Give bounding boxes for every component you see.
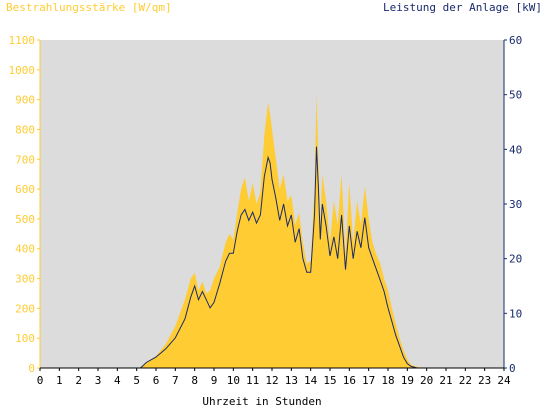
right-axis-ticks: 0 10 20 30 40 50 60 (504, 34, 522, 375)
left-tick-label: 900 (15, 94, 35, 107)
left-tick-label: 200 (15, 302, 35, 315)
left-tick-label: 700 (15, 153, 35, 166)
x-tick-label: 3 (95, 374, 102, 387)
x-tick-label: 6 (153, 374, 160, 387)
x-tick-label: 10 (227, 374, 240, 387)
x-tick-label: 17 (362, 374, 375, 387)
x-tick-label: 19 (401, 374, 414, 387)
left-tick-label: 800 (15, 123, 35, 136)
right-tick-label: 50 (509, 89, 522, 102)
x-tick-label: 8 (191, 374, 198, 387)
x-axis-label: Uhrzeit in Stunden (202, 395, 321, 408)
left-tick-label: 300 (15, 273, 35, 286)
x-tick-label: 9 (211, 374, 218, 387)
left-tick-label: 400 (15, 243, 35, 256)
left-tick-label: 100 (15, 332, 35, 345)
left-tick-label: 1100 (9, 34, 36, 47)
left-tick-label: 1000 (9, 64, 36, 77)
x-tick-label: 7 (172, 374, 179, 387)
right-tick-label: 20 (509, 253, 522, 266)
right-tick-label: 0 (509, 362, 516, 375)
x-tick-label: 15 (323, 374, 336, 387)
irradiance-area (40, 93, 504, 368)
x-tick-label: 21 (439, 374, 452, 387)
right-tick-label: 60 (509, 34, 522, 47)
power-line (40, 146, 504, 369)
x-tick-label: 5 (133, 374, 140, 387)
left-axis-title: Bestrahlungsstärke [W/qm] (6, 1, 172, 14)
right-tick-label: 40 (509, 143, 522, 156)
x-tick-label: 23 (478, 374, 491, 387)
x-axis-ticks: 0 1 2 3 4 5 6 7 8 9 10 11 12 13 14 15 16 17 18 19 20 21 22 23 24 (37, 368, 511, 387)
right-tick-label: 10 (509, 307, 522, 320)
x-tick-label: 0 (37, 374, 44, 387)
x-tick-label: 2 (75, 374, 82, 387)
x-tick-label: 20 (420, 374, 433, 387)
right-axis-title: Leistung der Anlage [kW] (383, 1, 542, 14)
x-tick-label: 12 (265, 374, 278, 387)
x-tick-label: 13 (285, 374, 298, 387)
x-tick-label: 24 (497, 374, 511, 387)
right-tick-label: 30 (509, 198, 522, 211)
x-tick-label: 1 (56, 374, 63, 387)
x-tick-label: 18 (381, 374, 394, 387)
x-tick-label: 14 (304, 374, 318, 387)
left-tick-label: 600 (15, 183, 35, 196)
x-tick-label: 16 (343, 374, 356, 387)
x-tick-label: 11 (246, 374, 259, 387)
x-tick-label: 4 (114, 374, 121, 387)
left-tick-label: 0 (28, 362, 35, 375)
left-axis-ticks: 0 100 200 300 400 500 600 700 800 900 1000 1100 (9, 34, 40, 375)
x-tick-label: 22 (459, 374, 472, 387)
left-tick-label: 500 (15, 213, 35, 226)
